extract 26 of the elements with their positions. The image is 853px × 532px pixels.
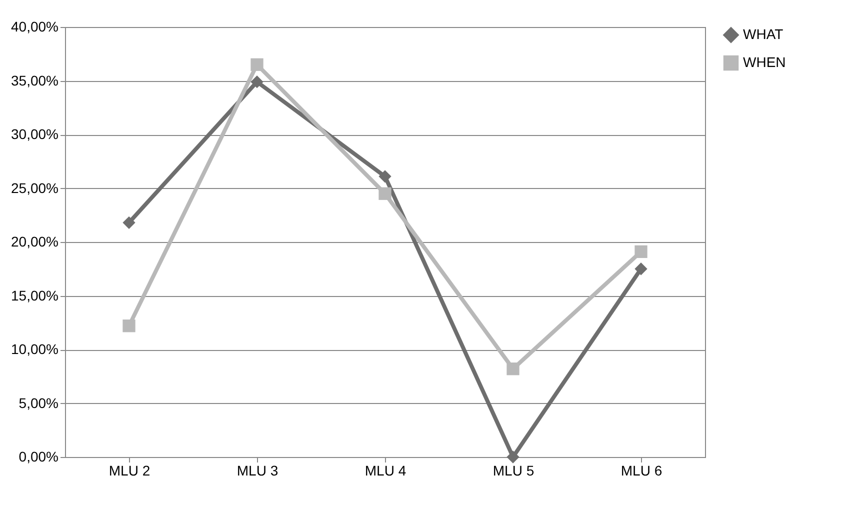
y-tick-label: 25,00%: [11, 180, 58, 196]
y-tick-label: 30,00%: [11, 126, 58, 142]
point: [250, 58, 264, 71]
y-tick-label: 35,00%: [11, 72, 58, 88]
x-tick-label: MLU 5: [492, 462, 534, 478]
y-tick-label: 40,00%: [11, 18, 58, 34]
x-tick-label: MLU 4: [364, 462, 406, 478]
point: [634, 245, 648, 258]
y-tick-label: 20,00%: [11, 234, 58, 250]
point: [634, 262, 648, 276]
y-tick-label: 10,00%: [11, 341, 58, 357]
point: [378, 170, 392, 183]
point: [506, 450, 520, 464]
point: [378, 187, 392, 200]
y-tick-label: 5,00%: [18, 394, 58, 411]
point: [250, 76, 264, 88]
x-tick-label: MLU 6: [620, 462, 662, 478]
legend-label: WHEN: [743, 54, 786, 70]
y-tick-label: 0,00%: [18, 448, 58, 464]
x-tick-label: MLU 2: [108, 462, 150, 478]
x-tick-label: MLU 3: [236, 462, 278, 478]
point: [122, 320, 136, 332]
point: [122, 216, 136, 229]
point: [506, 362, 520, 376]
y-tick-label: 15,00%: [11, 287, 58, 304]
legend-label: WHAT: [743, 26, 784, 42]
